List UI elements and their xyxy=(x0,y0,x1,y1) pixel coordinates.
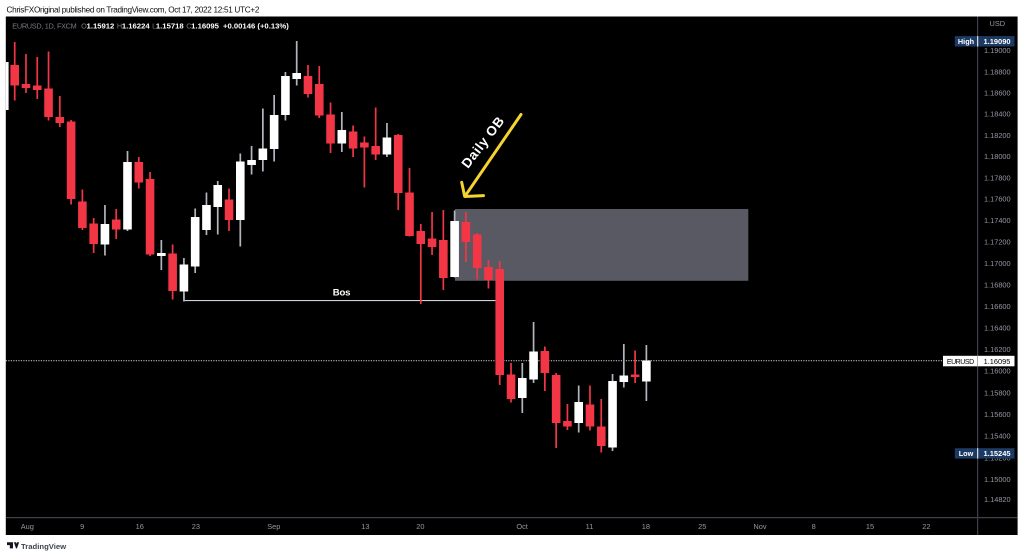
svg-text:High: High xyxy=(958,37,974,46)
svg-text:1.18400: 1.18400 xyxy=(984,110,1011,119)
svg-text:1.18000: 1.18000 xyxy=(984,152,1011,161)
svg-text:1.18600: 1.18600 xyxy=(984,89,1011,98)
svg-text:1.15600: 1.15600 xyxy=(984,410,1011,419)
svg-text:Nov: Nov xyxy=(753,522,766,531)
svg-text:1.17400: 1.17400 xyxy=(984,216,1011,225)
svg-text:USD: USD xyxy=(989,19,1005,28)
svg-text:22: 22 xyxy=(922,522,930,531)
svg-text:1.19000: 1.19000 xyxy=(984,46,1011,55)
svg-text:Sep: Sep xyxy=(267,522,280,531)
svg-text:18: 18 xyxy=(642,522,650,531)
svg-text:11: 11 xyxy=(586,522,594,531)
svg-text:1.19090: 1.19090 xyxy=(983,37,1010,46)
svg-text:ChrisFXOriginal published on T: ChrisFXOriginal published on TradingView… xyxy=(7,6,260,15)
svg-text:20: 20 xyxy=(416,522,424,531)
svg-text:1.18800: 1.18800 xyxy=(984,67,1011,76)
svg-text:1.15245: 1.15245 xyxy=(983,449,1010,458)
svg-text:1.16095: 1.16095 xyxy=(984,357,1011,366)
svg-text:1.16400: 1.16400 xyxy=(984,323,1011,332)
svg-text:1.18200: 1.18200 xyxy=(984,131,1011,140)
svg-text:Bos: Bos xyxy=(333,287,351,298)
svg-text:1.17600: 1.17600 xyxy=(984,195,1011,204)
svg-text:1.16600: 1.16600 xyxy=(984,302,1011,311)
svg-text:1.16200: 1.16200 xyxy=(984,345,1011,354)
svg-text:1.15800: 1.15800 xyxy=(984,388,1011,397)
svg-text:23: 23 xyxy=(192,522,200,531)
svg-text:TradingView: TradingView xyxy=(21,542,66,551)
svg-text:8: 8 xyxy=(812,522,816,531)
svg-text:1.17800: 1.17800 xyxy=(984,173,1011,182)
svg-text:1.17000: 1.17000 xyxy=(984,259,1011,268)
svg-text:1.15000: 1.15000 xyxy=(984,475,1011,484)
svg-text:Low: Low xyxy=(959,449,974,458)
svg-text:1.16000: 1.16000 xyxy=(984,367,1011,376)
svg-text:9: 9 xyxy=(80,522,84,531)
svg-text:Aug: Aug xyxy=(21,522,34,531)
svg-text:1.15400: 1.15400 xyxy=(984,432,1011,441)
svg-text:Oct: Oct xyxy=(516,522,528,531)
svg-text:EURUSD: EURUSD xyxy=(947,359,974,366)
svg-text:25: 25 xyxy=(698,522,706,531)
svg-text:1.17200: 1.17200 xyxy=(984,238,1011,247)
svg-text:15: 15 xyxy=(866,522,874,531)
svg-text:1.14820: 1.14820 xyxy=(984,495,1011,504)
svg-text:13: 13 xyxy=(361,522,369,531)
svg-text:16: 16 xyxy=(136,522,144,531)
svg-text:1.16800: 1.16800 xyxy=(984,280,1011,289)
